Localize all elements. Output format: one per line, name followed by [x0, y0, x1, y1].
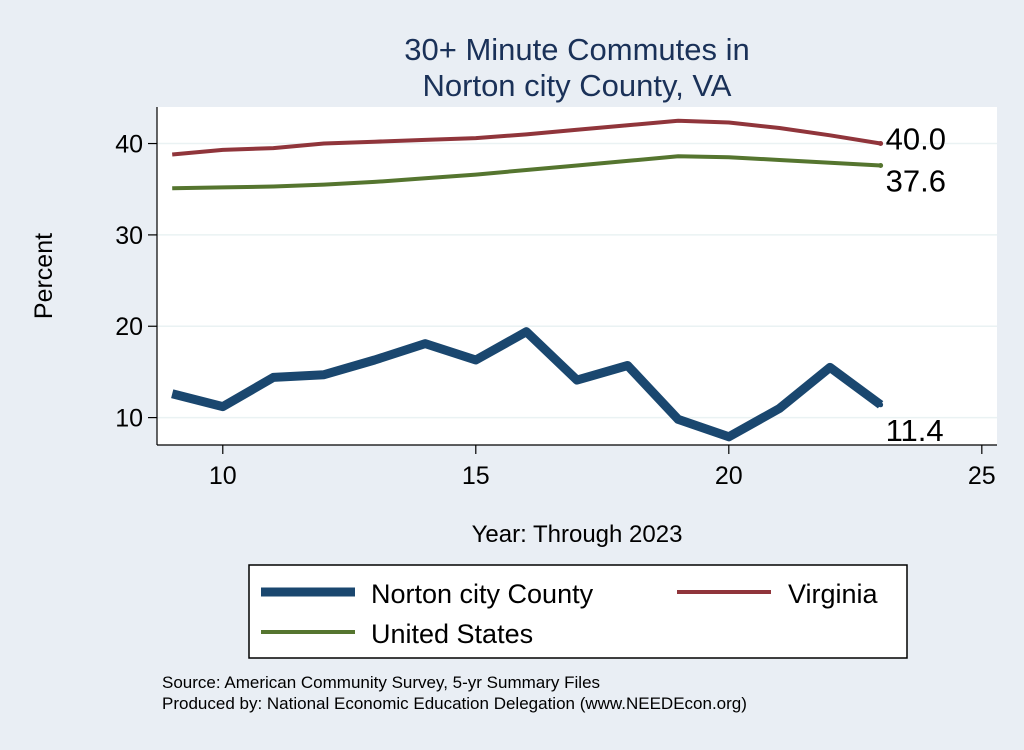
end-marker-norton-city-county [878, 402, 884, 408]
series-line-united-states [172, 154, 881, 191]
x-tick-label-20: 20 [715, 462, 743, 490]
series-line-virginia [172, 118, 881, 157]
x-tick-label-15: 15 [462, 462, 490, 490]
y-tick-label-20: 20 [115, 313, 143, 341]
end-marker-united-states [878, 162, 884, 168]
chart-title-line-2: Norton city County, VA [423, 68, 732, 103]
end-label-virginia: 40.0 [886, 122, 946, 157]
series-lines [171, 118, 884, 442]
footer-source: Source: American Community Survey, 5-yr … [162, 673, 600, 692]
legend-label-norton: Norton city County [371, 579, 594, 609]
y-tick-label-10: 10 [115, 405, 143, 433]
chart-title-line-1: 30+ Minute Commutes in [404, 32, 749, 67]
end-labels: 11.4 40.0 37.6 [878, 122, 946, 448]
x-axis: 10 15 20 25 [157, 444, 997, 490]
y-tick-label-30: 30 [115, 222, 143, 250]
y-tick-label-40: 40 [115, 131, 143, 159]
x-axis-title: Year: Through 2023 [472, 521, 683, 548]
y-axis-title: Percent [30, 233, 58, 319]
end-marker-virginia [878, 141, 884, 147]
series-line-norton-city-county [171, 327, 884, 442]
footer-produced: Produced by: National Economic Education… [162, 694, 747, 713]
legend: Norton city County Virginia United State… [248, 564, 908, 659]
legend-label-united-states: United States [371, 619, 533, 649]
x-tick-label-25: 25 [968, 462, 996, 490]
y-axis: 10 20 30 40 [115, 107, 158, 445]
legend-box [248, 564, 908, 659]
grid-lines [157, 142, 997, 419]
end-label-united-states: 37.6 [886, 163, 946, 198]
legend-label-virginia: Virginia [788, 579, 879, 609]
x-tick-label-10: 10 [209, 462, 237, 490]
end-label-norton-city-county: 11.4 [886, 413, 944, 448]
